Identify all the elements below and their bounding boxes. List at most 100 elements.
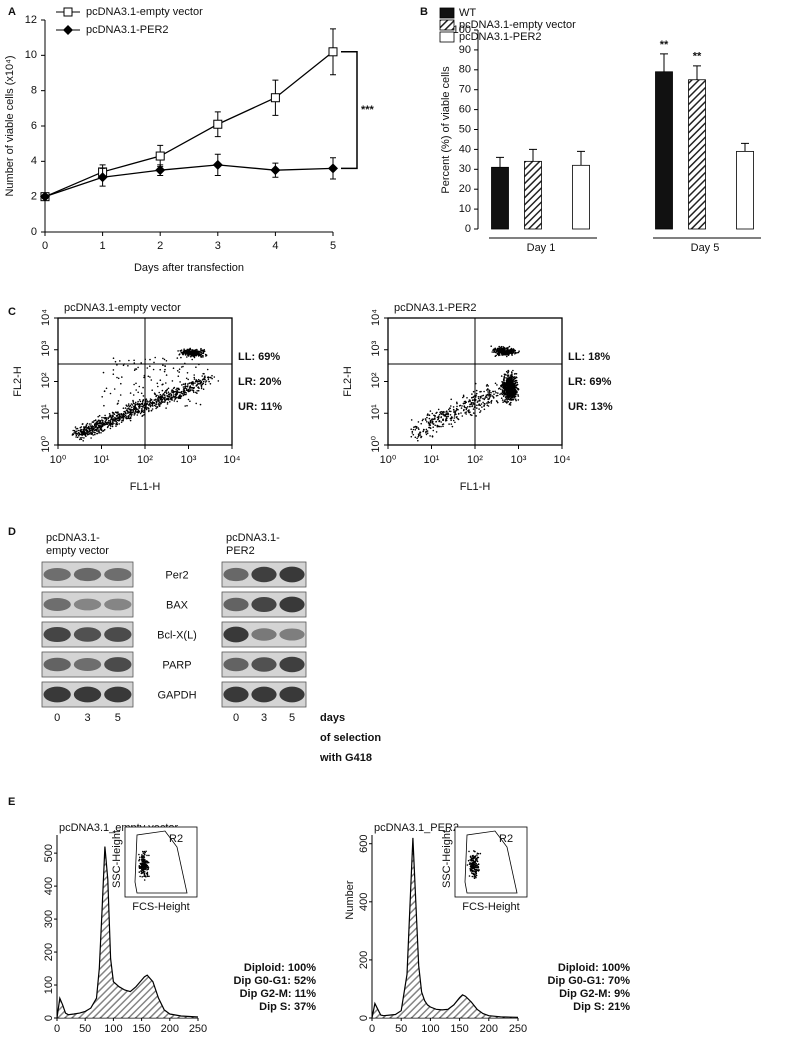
event-dot [166, 388, 169, 391]
event-dot [502, 395, 505, 398]
y-axis-label: FL2-H [342, 366, 354, 397]
y-tick-label: 10⁴ [40, 309, 52, 326]
inset-dot [148, 875, 150, 878]
event-dot [125, 417, 128, 420]
event-dot [446, 410, 448, 413]
event-dot [420, 422, 423, 425]
event-dot [196, 384, 198, 386]
event-dot [94, 419, 97, 422]
event-dot [127, 415, 130, 418]
event-dot [153, 399, 156, 401]
event-dot [183, 389, 186, 391]
event-dot [204, 383, 207, 386]
inset-dot [139, 875, 141, 878]
event-dot [129, 404, 132, 407]
event-dot [89, 427, 91, 430]
event-dot [132, 394, 135, 396]
inset-y-label: SSC-Height [441, 830, 453, 888]
event-dot [174, 395, 177, 398]
event-dot [505, 370, 508, 373]
event-dot [183, 348, 185, 351]
event-dot [490, 345, 493, 348]
inset-dot [142, 855, 144, 857]
error-bar [529, 148, 537, 162]
inset-dot [145, 850, 147, 853]
event-dot [496, 400, 498, 403]
event-dot [186, 349, 188, 352]
event-dot [188, 386, 191, 388]
event-dot [190, 355, 192, 358]
event-dot [207, 378, 210, 381]
event-dot [137, 366, 139, 369]
event-dot [109, 423, 112, 426]
event-dot [506, 395, 508, 398]
blot-band [73, 598, 102, 611]
event-dot [517, 395, 520, 397]
event-dot [502, 347, 504, 350]
event-dot [197, 389, 200, 392]
event-dot [507, 387, 509, 390]
event-dot [487, 391, 489, 393]
event-dot [178, 397, 181, 400]
event-dot [431, 412, 434, 415]
event-dot [167, 391, 170, 394]
event-dot [160, 396, 162, 399]
event-dot [503, 379, 505, 382]
x-tick-label: 250 [189, 1023, 207, 1035]
event-dot [118, 413, 120, 416]
event-dot [442, 413, 445, 416]
event-dot [513, 386, 515, 389]
bar [688, 79, 706, 230]
event-dot [492, 349, 494, 352]
event-dot [189, 352, 191, 355]
event-dot [127, 411, 129, 413]
event-dot [415, 427, 418, 429]
event-dot [186, 385, 189, 388]
event-dot [129, 405, 131, 408]
event-dot [493, 348, 495, 351]
event-dot [514, 353, 516, 355]
y-tick-label: 10¹ [370, 404, 382, 420]
event-dot [139, 412, 142, 415]
marker [40, 191, 50, 202]
inset-dot [139, 856, 141, 859]
event-dot [476, 401, 479, 403]
event-dot [502, 383, 504, 385]
inset-dot [469, 855, 472, 858]
event-dot [453, 417, 456, 419]
event-dot [452, 408, 455, 411]
event-dot [476, 404, 478, 407]
event-dot [103, 416, 105, 419]
y-tick-label: 10³ [40, 340, 52, 356]
blot-band [104, 598, 132, 611]
event-dot [513, 392, 515, 395]
event-dot [72, 433, 75, 436]
event-dot [171, 391, 173, 394]
event-dot [163, 401, 166, 403]
blot-band [251, 686, 277, 703]
event-dot [140, 408, 143, 410]
event-dot [180, 356, 182, 359]
event-dot [510, 387, 513, 389]
event-dot [161, 396, 164, 398]
event-dot [185, 354, 187, 356]
inset-dot [467, 859, 470, 862]
inset-events [138, 850, 150, 881]
event-dot [513, 391, 515, 393]
event-dot [507, 370, 510, 372]
event-dot [132, 400, 134, 403]
event-dot [486, 383, 489, 386]
inset-dot [472, 873, 475, 876]
event-dot [203, 373, 205, 375]
event-dot [472, 412, 475, 414]
event-dot [183, 392, 185, 394]
event-dot [431, 435, 434, 437]
event-dot [472, 396, 474, 399]
lane-label: 3 [261, 712, 267, 724]
event-dot [161, 389, 164, 392]
event-dot [204, 353, 207, 356]
event-dot [176, 357, 179, 359]
event-dot [433, 414, 435, 417]
event-dot [437, 418, 439, 421]
event-dot [486, 396, 488, 399]
